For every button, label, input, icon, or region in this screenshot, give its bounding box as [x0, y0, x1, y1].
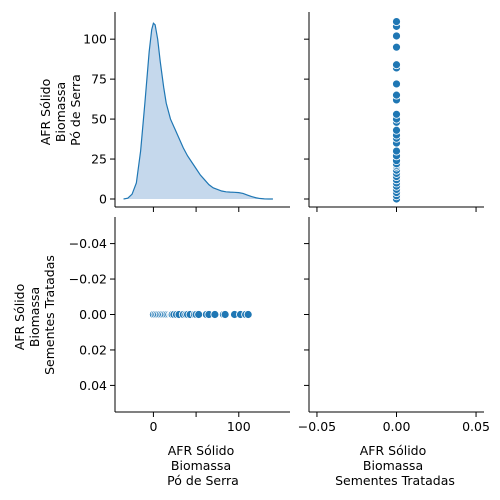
y-label-bottom-line-3: Sementes Tratadas: [42, 255, 57, 375]
top-left-y-tick-label: 0: [99, 192, 107, 207]
bottom-right-x-tick-label: 0.00: [383, 419, 411, 434]
x-label-left-line-2: Biomassa: [171, 458, 231, 473]
scatter-point: [194, 310, 204, 319]
bottom-left-x-ticks: 0 100: [149, 412, 251, 434]
bottom-left-y-tick-label: −0.02: [69, 272, 107, 287]
scatter-point: [210, 310, 220, 319]
bottom-left-y-tick-label: −0.04: [69, 236, 107, 251]
scatter-point: [392, 42, 401, 52]
scatter-point: [392, 146, 401, 156]
x-label-right-line-1: AFR Sólido: [360, 443, 427, 458]
bottom-right-x-tick-label: 0.05: [462, 419, 490, 434]
y-label-top-line-3: Pó de Serra: [68, 74, 83, 146]
scatter-point: [243, 310, 253, 319]
x-label-left-line-3: Pó de Serra: [167, 473, 239, 488]
scatter-point: [392, 90, 401, 100]
bottom-right-x-tick-label: −0.05: [298, 419, 336, 434]
bottom-right-x-ticks: −0.05 0.00 0.05: [298, 412, 490, 434]
x-label-right-line-3: Sementes Tratadas: [335, 473, 455, 488]
top-right-y-ticks: [304, 38, 309, 200]
scatter-point: [392, 31, 401, 41]
y-label-top: AFR Sólido Biomassa Pó de Serra: [38, 74, 83, 146]
bottom-right-y-ticks: [304, 243, 309, 386]
top-left-x-ticks: [152, 207, 240, 212]
bottom-left-points: [149, 310, 253, 319]
bottom-left-x-tick-label: 100: [227, 419, 251, 434]
panel-bottom-left-scatter: 0.04 0.02 0.00 −0.02 −0.04 0 100: [69, 217, 290, 434]
scatter-point: [392, 17, 401, 26]
x-label-left: AFR Sólido Biomassa Pó de Serra: [167, 443, 239, 488]
top-left-y-tick-label: 25: [91, 152, 107, 167]
scatter-point: [392, 109, 401, 119]
top-left-y-ticks: 0 25 50 75 100: [83, 32, 115, 207]
y-label-bottom-line-1: AFR Sólido: [12, 284, 27, 351]
scatter-point: [220, 310, 230, 319]
panel-bottom-right: −0.05 0.00 0.05: [298, 217, 490, 434]
bottom-left-x-tick-label: 0: [149, 419, 157, 434]
top-left-y-tick-label: 75: [91, 72, 107, 87]
x-label-right: AFR Sólido Biomassa Sementes Tratadas: [335, 443, 455, 488]
panel-top-left-kde: 0 25 50 75 100: [83, 12, 290, 212]
top-left-y-tick-label: 100: [83, 32, 107, 47]
bottom-left-y-tick-label: 0.04: [79, 378, 107, 393]
top-left-y-tick-label: 50: [91, 112, 107, 127]
x-label-left-line-1: AFR Sólido: [168, 443, 235, 458]
y-label-bottom-line-2: Biomassa: [27, 287, 42, 347]
x-label-right-line-2: Biomassa: [363, 458, 423, 473]
panel-top-right-scatter: [304, 12, 484, 212]
top-right-x-ticks: [316, 207, 477, 212]
bottom-left-y-tick-label: 0.00: [79, 307, 107, 322]
bottom-left-y-ticks: 0.04 0.02 0.00 −0.02 −0.04: [69, 236, 115, 393]
scatter-point: [392, 60, 401, 70]
bottom-left-y-tick-label: 0.02: [79, 342, 107, 357]
y-label-top-line-2: Biomassa: [53, 82, 68, 142]
kde-line: [123, 22, 273, 200]
scatter-point: [392, 79, 401, 89]
y-label-bottom: AFR Sólido Biomassa Sementes Tratadas: [12, 255, 57, 375]
y-label-top-line-1: AFR Sólido: [38, 79, 53, 146]
top-right-points: [392, 17, 401, 204]
scatter-point: [392, 125, 401, 135]
